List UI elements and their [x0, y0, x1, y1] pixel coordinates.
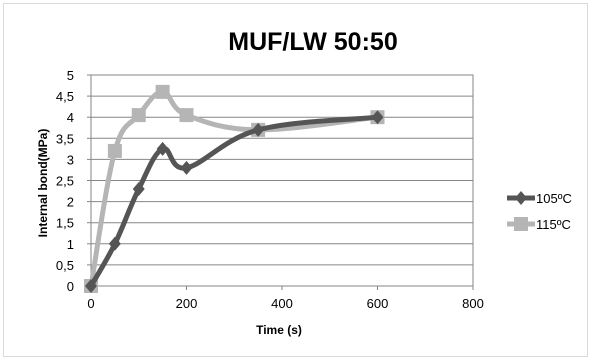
y-tick-label: 4	[67, 110, 74, 125]
x-axis-label: Time (s)	[256, 323, 302, 337]
data-point	[371, 110, 384, 125]
data-point	[107, 143, 122, 158]
chart-title: MUF/LW 50:50	[228, 28, 397, 56]
x-tick-label: 400	[271, 296, 293, 311]
data-point	[179, 108, 194, 123]
y-tick-label: 5	[67, 68, 74, 83]
legend: 105ºC 115ºC	[507, 191, 572, 232]
data-point	[132, 181, 145, 196]
series-diamond	[85, 110, 384, 293]
legend-label: 115ºC	[536, 217, 571, 232]
data-point	[85, 279, 97, 293]
series-layer	[84, 84, 385, 293]
y-tick-label: 3,5	[56, 131, 74, 146]
x-tick-label: 200	[176, 296, 198, 311]
y-tick-label: 3	[67, 152, 74, 167]
x-tick-label: 0	[87, 296, 94, 311]
y-axis-label: Internal bond(MPa)	[36, 129, 50, 238]
legend-label: 105ºC	[536, 191, 572, 206]
data-point	[131, 108, 146, 123]
y-tick-label: 1	[67, 237, 74, 252]
y-tick-label: 0,5	[56, 258, 74, 273]
data-point	[156, 141, 169, 156]
data-point	[108, 236, 121, 251]
y-tick-label: 2,5	[56, 174, 74, 189]
data-point	[180, 160, 193, 175]
y-tick-label: 1,5	[56, 216, 74, 231]
data-point	[252, 122, 265, 137]
series-square	[84, 84, 385, 293]
data-point	[155, 84, 170, 99]
x-axis: 0 200 400 600 800	[87, 286, 484, 311]
legend-marker	[514, 217, 528, 231]
x-tick-label: 600	[367, 296, 389, 311]
y-tick-label: 4,5	[56, 89, 74, 104]
y-axis: 0 0,5 1 1,5 2 2,5 3 3,5 4 4,5 5	[56, 68, 91, 294]
y-tick-label: 0	[67, 279, 74, 294]
x-tick-label: 800	[462, 296, 484, 311]
y-tick-label: 2	[67, 195, 74, 210]
legend-marker	[515, 191, 527, 205]
